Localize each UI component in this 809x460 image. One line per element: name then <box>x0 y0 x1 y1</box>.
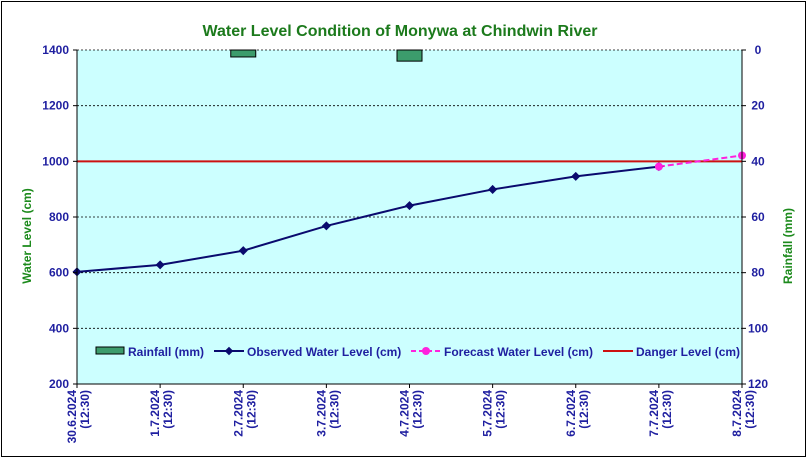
x-tick-date: 5.7.2024 <box>481 390 495 437</box>
y-tick-label: 1000 <box>42 154 69 168</box>
legend-danger-label: Danger Level (cm) <box>636 345 740 359</box>
observed-water-level-line <box>76 165 659 273</box>
y-tick-label: 600 <box>49 266 69 280</box>
x-tick-label: 4.7.2024(12:30) <box>398 390 425 437</box>
x-tick-time: (12:30) <box>577 390 591 429</box>
rainfall-bar <box>396 49 423 62</box>
y2-tick-label: 100 <box>748 321 768 335</box>
x-tick-time: (12:30) <box>494 390 508 429</box>
observed-point <box>238 246 248 256</box>
x-tick-date: 4.7.2024 <box>398 390 412 437</box>
x-tick-time: (12:30) <box>660 390 674 429</box>
forecast-point <box>654 162 663 171</box>
x-tick-date: 6.7.2024 <box>564 390 578 437</box>
legend-rainfall-label: Rainfall (mm) <box>128 345 204 359</box>
y2-axis-ticks: 0 20 40 60 80 100 120 <box>742 43 768 391</box>
legend-rainfall-swatch <box>95 346 125 355</box>
legend-forecast-marker <box>422 347 430 355</box>
x-tick-label: 7.7.2024(12:30) <box>647 390 674 437</box>
x-tick-date: 2.7.2024 <box>231 390 245 437</box>
x-tick-time: (12:30) <box>743 390 757 429</box>
x-tick-date: 7.7.2024 <box>647 390 661 437</box>
x-tick-label: 5.7.2024(12:30) <box>481 390 508 437</box>
y2-axis-title: Rainfall (mm) <box>781 208 795 284</box>
chart-title: Water Level Condition of Monywa at Chind… <box>203 23 598 40</box>
rainfall-bar <box>230 49 257 58</box>
y2-tick-label: 80 <box>751 266 765 280</box>
rainfall-bars <box>230 49 423 62</box>
y2-tick-label: 20 <box>751 99 765 113</box>
x-tick-date: 3.7.2024 <box>314 390 328 437</box>
x-tick-label: 30.6.2024(12:30) <box>65 390 92 444</box>
y-tick-label: 800 <box>49 210 69 224</box>
x-axis-ticks: 30.6.2024(12:30) 1.7.2024(12:30) 2.7.2024(… <box>65 384 757 443</box>
x-tick-label: 2.7.2024(12:30) <box>231 390 258 437</box>
x-tick-label: 1.7.2024(12:30) <box>148 390 175 437</box>
x-tick-time: (12:30) <box>78 390 92 429</box>
legend: Rainfall (mm) Observed Water Level (cm) … <box>95 345 740 359</box>
y-tick-label: 400 <box>49 321 69 335</box>
y-tick-label: 1200 <box>42 99 69 113</box>
legend-forecast-label: Forecast Water Level (cm) <box>444 345 593 359</box>
x-tick-label: 8.7.2024(12:30) <box>730 390 757 437</box>
y2-tick-label: 0 <box>755 43 762 57</box>
legend-observed-label: Observed Water Level (cm) <box>247 345 401 359</box>
x-tick-date: 30.6.2024 <box>65 390 79 444</box>
y2-tick-label: 60 <box>751 210 765 224</box>
x-tick-time: (12:30) <box>161 390 175 429</box>
y-tick-label: 200 <box>49 377 69 391</box>
y-axis-title: Water Level (cm) <box>20 188 34 284</box>
y2-tick-label: 120 <box>748 377 768 391</box>
y-tick-label: 1400 <box>42 43 69 57</box>
x-tick-time: (12:30) <box>327 390 341 429</box>
x-tick-time: (12:30) <box>411 390 425 429</box>
observed-point <box>155 260 165 270</box>
legend-observed-marker <box>224 346 234 356</box>
x-tick-date: 8.7.2024 <box>730 390 744 437</box>
x-tick-date: 1.7.2024 <box>148 390 162 437</box>
y-axis-ticks: 200 400 600 800 1000 1200 1400 <box>42 43 77 391</box>
forecast-water-level-line <box>658 154 743 168</box>
x-tick-label: 3.7.2024(12:30) <box>314 390 341 437</box>
x-tick-time: (12:30) <box>244 390 258 429</box>
y2-tick-label: 40 <box>751 154 765 168</box>
x-tick-label: 6.7.2024(12:30) <box>564 390 591 437</box>
